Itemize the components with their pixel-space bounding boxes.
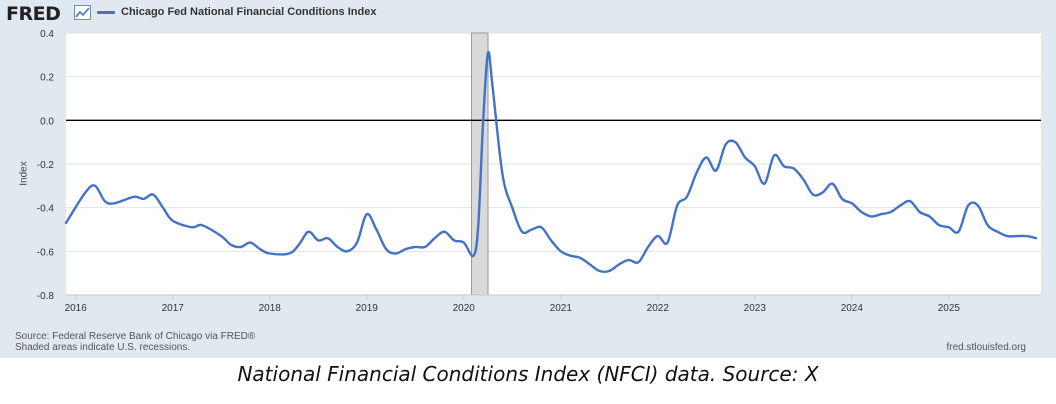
series-line [64, 50, 1038, 274]
x-tick-label: 2021 [550, 303, 573, 314]
line-chart: -0.8 -0.6 -0.4 -0.2 0.0 0.2 0.4 2016 2017 2018 201… [37, 29, 1041, 314]
x-tick-label: 2020 [453, 303, 476, 314]
site-link[interactable]: fred.stlouisfed.org [946, 342, 1027, 353]
y-tick-label: -0.8 [37, 291, 55, 302]
y-tick-label: -0.6 [37, 247, 55, 258]
x-tick-label: 2016 [65, 303, 88, 314]
y-tick-label: 0.4 [40, 29, 54, 40]
y-axis-title: Index [18, 161, 30, 186]
source-note: Source: Federal Reserve Bank of Chicago … [15, 331, 255, 353]
recession-note: Shaded areas indicate U.S. recessions. [15, 342, 191, 353]
chart-legend: Chicago Fed National Financial Condition… [97, 6, 376, 18]
fred-logo[interactable]: FRED [6, 3, 61, 25]
y-tick-label: -0.2 [37, 160, 55, 171]
x-tick-label: 2025 [938, 303, 961, 314]
legend-label: Chicago Fed National Financial Condition… [121, 6, 377, 18]
x-tick-label: 2023 [744, 303, 767, 314]
x-tick-label: 2018 [259, 303, 282, 314]
y-tick-label: 0.2 [40, 73, 54, 84]
y-tick-label: -0.4 [37, 204, 55, 215]
y-tick-label: 0.0 [40, 116, 54, 127]
figure-caption: National Financial Conditions Index (NFC… [237, 362, 819, 386]
x-tick-label: 2019 [356, 303, 379, 314]
x-tick-label: 2024 [841, 303, 864, 314]
x-tick-label: 2022 [647, 303, 670, 314]
source-line: Source: Federal Reserve Bank of Chicago … [15, 331, 256, 342]
legend-swatch [97, 10, 115, 14]
x-tick-label: 2017 [162, 303, 185, 314]
fred-trend-icon [74, 5, 91, 20]
